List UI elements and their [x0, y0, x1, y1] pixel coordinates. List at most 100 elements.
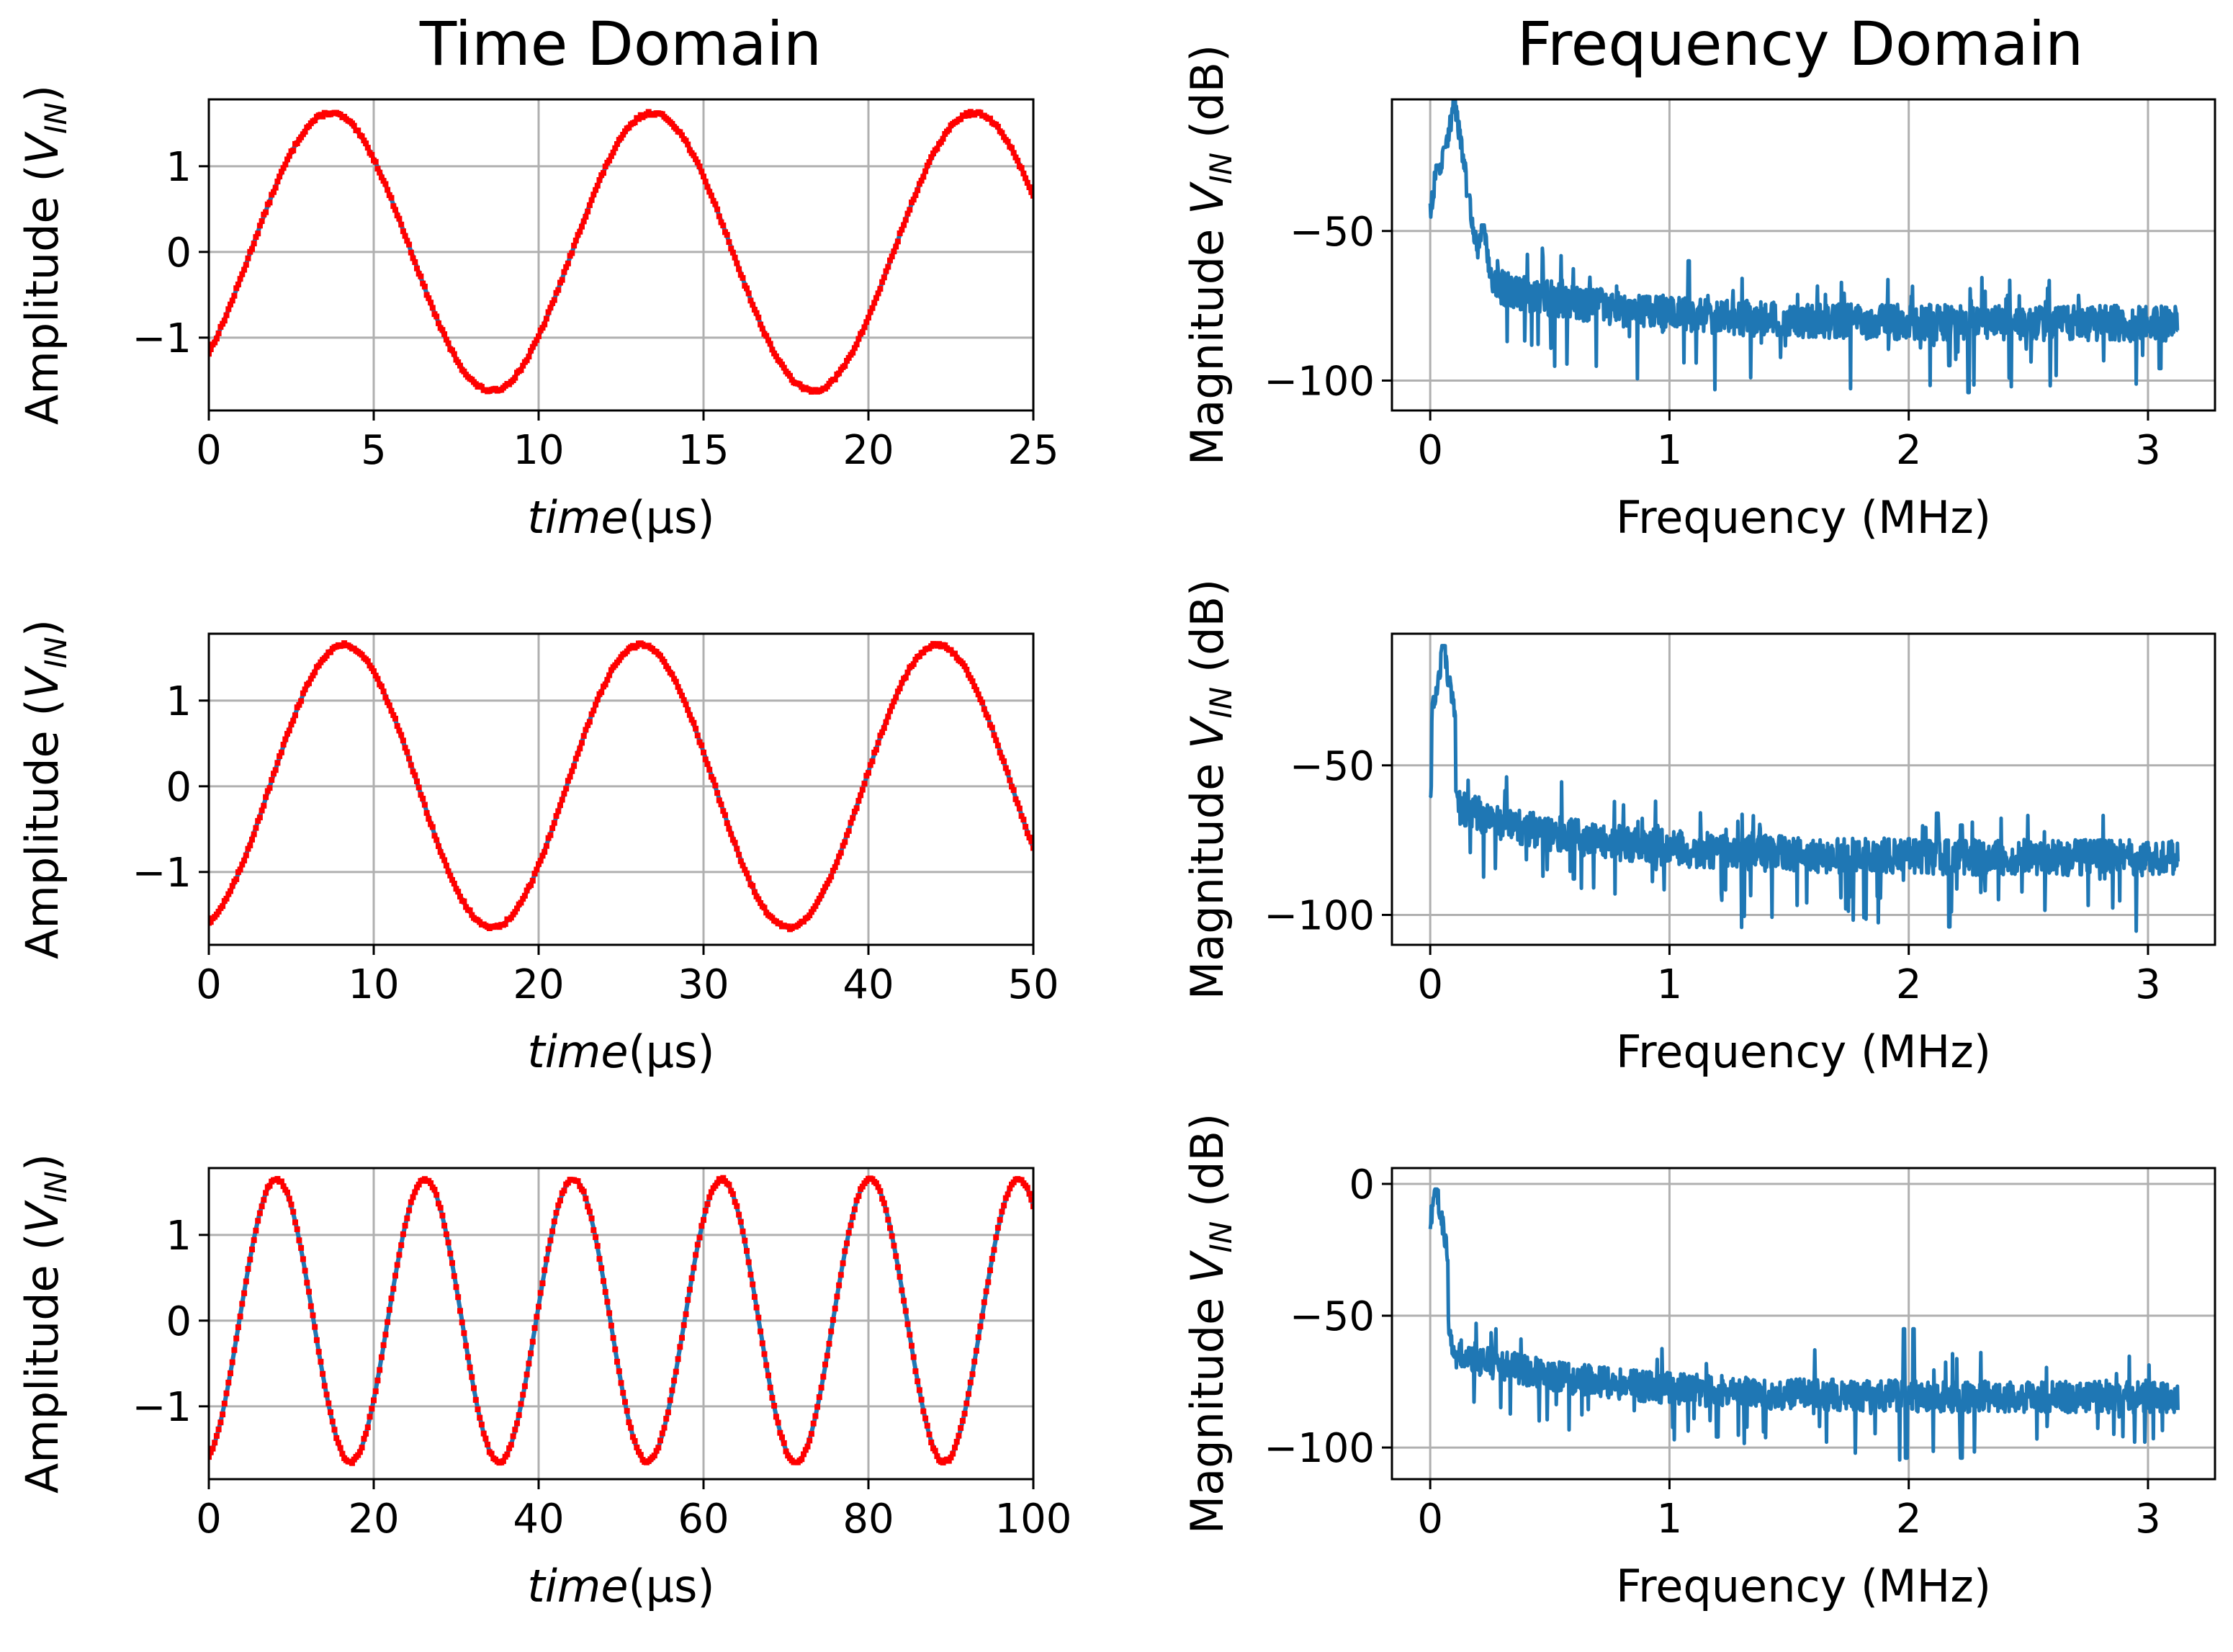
- sample-marker: [355, 127, 361, 134]
- sample-marker: [694, 1242, 701, 1248]
- sample-marker: [787, 372, 793, 379]
- sample-marker: [1018, 813, 1025, 820]
- sample-marker: [429, 305, 436, 311]
- sample-marker: [734, 845, 740, 852]
- sample-marker: [585, 1203, 591, 1210]
- sample-marker: [665, 1409, 671, 1416]
- sample-marker: [934, 145, 940, 152]
- sample-marker: [688, 1275, 695, 1281]
- sample-marker: [528, 1350, 534, 1357]
- sample-marker: [461, 368, 467, 374]
- sample-marker: [894, 1264, 901, 1270]
- sample-marker: [247, 1257, 253, 1262]
- sample-marker: [612, 145, 619, 151]
- sample-marker: [712, 201, 719, 207]
- sample-marker: [478, 384, 485, 390]
- sample-marker: [467, 907, 473, 914]
- x-tick-label: 2: [1896, 961, 1922, 1008]
- x-tick-label: 0: [1417, 1496, 1443, 1543]
- sample-marker: [916, 181, 922, 187]
- sample-marker: [891, 699, 897, 705]
- sample-marker: [263, 209, 269, 215]
- sample-marker: [528, 882, 534, 889]
- sample-marker: [706, 1194, 713, 1200]
- sample-marker: [390, 712, 397, 718]
- sample-marker: [228, 888, 233, 894]
- sample-marker: [225, 306, 232, 313]
- sample-marker: [902, 674, 909, 681]
- spectrum-line: [1428, 99, 2180, 395]
- sample-marker: [215, 1426, 222, 1432]
- sample-marker: [1026, 184, 1033, 190]
- sample-marker: [893, 1253, 899, 1260]
- sample-marker: [887, 257, 893, 264]
- sample-marker: [455, 1294, 462, 1301]
- sample-marker: [959, 1418, 966, 1424]
- x-axis-label-unit: (µs): [628, 1025, 714, 1078]
- sample-marker: [991, 1247, 997, 1253]
- sample-marker: [826, 877, 832, 884]
- sample-marker: [767, 1384, 773, 1391]
- sample-marker: [894, 238, 901, 245]
- sample-marker: [388, 708, 395, 714]
- sample-marker: [382, 1332, 389, 1338]
- sample-marker: [457, 894, 463, 899]
- sample-marker: [359, 133, 365, 140]
- sample-marker: [720, 1175, 727, 1181]
- x-tick-label: 60: [678, 1496, 729, 1543]
- x-tick-label: 1: [1657, 1496, 1683, 1543]
- sample-marker: [421, 283, 428, 289]
- sample-marker: [253, 825, 259, 831]
- sample-marker: [771, 1403, 778, 1409]
- sample-marker: [966, 1391, 971, 1397]
- sample-marker: [1005, 769, 1011, 776]
- sample-marker: [669, 121, 675, 127]
- sample-marker: [897, 686, 903, 691]
- sample-marker: [463, 1342, 469, 1349]
- sample-marker: [897, 1274, 903, 1280]
- sample-marker: [286, 727, 292, 734]
- sample-marker: [636, 116, 642, 122]
- sample-marker: [349, 1460, 355, 1466]
- sample-marker: [737, 1218, 744, 1225]
- sample-marker: [732, 254, 738, 261]
- sample-marker: [290, 1208, 297, 1215]
- sample-marker: [280, 1183, 287, 1190]
- y-axis-label-base: Magnitude: [1181, 749, 1234, 1000]
- sample-marker: [714, 790, 721, 796]
- y-tick-label: −1: [132, 1384, 192, 1431]
- sample-marker: [802, 1447, 809, 1453]
- sample-marker: [408, 1199, 414, 1206]
- sample-marker: [241, 857, 248, 863]
- sample-marker: [526, 354, 532, 360]
- sample-marker: [514, 905, 520, 912]
- x-axis-label: time(µs): [527, 491, 714, 544]
- sample-marker: [830, 868, 836, 874]
- sample-marker: [866, 770, 871, 776]
- sample-marker: [580, 218, 587, 225]
- sample-marker: [455, 359, 462, 365]
- sample-marker: [228, 1370, 233, 1376]
- sample-marker: [708, 1189, 714, 1195]
- sample-marker: [245, 255, 251, 261]
- sample-marker: [706, 766, 713, 773]
- sample-marker: [744, 870, 750, 876]
- x-axis-label-italic: time: [527, 1560, 628, 1612]
- sample-marker: [586, 719, 593, 725]
- sample-marker: [524, 1371, 530, 1378]
- sample-marker: [247, 842, 253, 848]
- sample-marker: [325, 1400, 332, 1406]
- sample-marker: [722, 812, 728, 818]
- sample-marker: [655, 1445, 662, 1451]
- sample-marker: [457, 362, 463, 369]
- sample-marker: [781, 364, 787, 371]
- sample-marker: [850, 1214, 856, 1221]
- sample-marker: [989, 1256, 995, 1262]
- sample-marker: [1024, 830, 1030, 837]
- sample-marker: [610, 1334, 616, 1341]
- sample-marker: [443, 862, 449, 868]
- sample-marker: [948, 647, 954, 653]
- sample-marker: [313, 1337, 320, 1343]
- sample-marker: [779, 1434, 785, 1440]
- sample-marker: [557, 1198, 563, 1204]
